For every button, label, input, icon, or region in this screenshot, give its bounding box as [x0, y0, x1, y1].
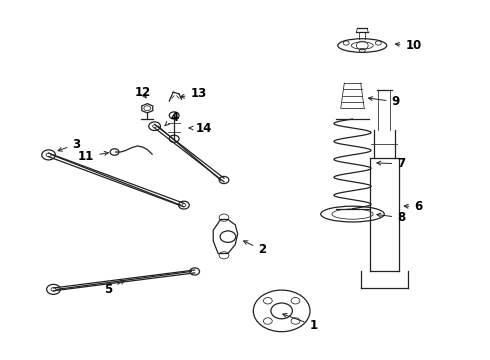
Text: 3: 3 [58, 138, 80, 151]
Text: 4: 4 [165, 111, 178, 126]
Text: 11: 11 [78, 150, 108, 163]
Text: 6: 6 [404, 201, 422, 213]
Text: 12: 12 [134, 86, 150, 99]
Text: 1: 1 [283, 314, 318, 332]
Text: 2: 2 [244, 241, 266, 256]
Text: 10: 10 [395, 39, 422, 52]
Text: 13: 13 [180, 87, 207, 100]
Text: 8: 8 [377, 211, 406, 224]
Text: 14: 14 [189, 122, 212, 135]
Text: 7: 7 [377, 157, 405, 170]
Text: 5: 5 [104, 280, 124, 296]
Text: 9: 9 [368, 95, 400, 108]
